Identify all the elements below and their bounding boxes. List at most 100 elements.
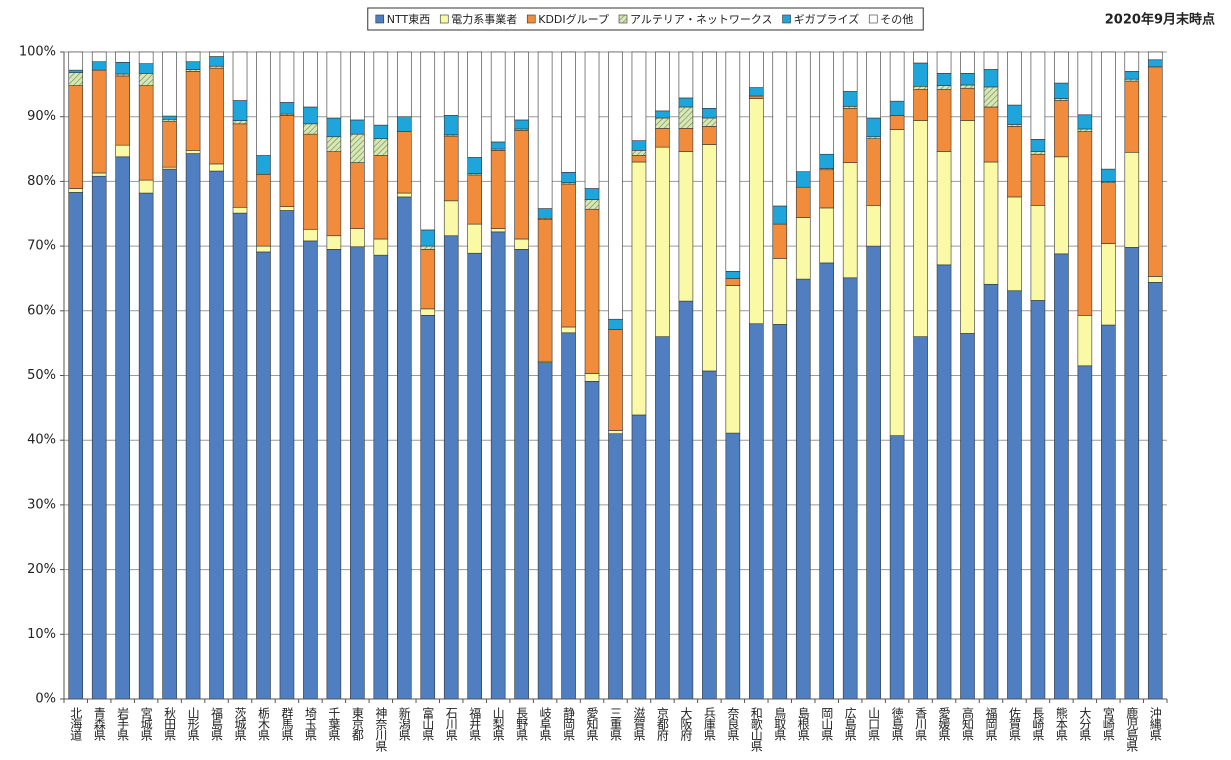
- bar-segment: [725, 278, 741, 286]
- bar-segment: [608, 51, 623, 320]
- bar-segment: [350, 51, 365, 121]
- bar-segment: [1030, 153, 1046, 206]
- bar-segment: [1101, 51, 1116, 170]
- bar-segment: [1101, 324, 1116, 700]
- bar-segment: [138, 63, 154, 74]
- bar-segment: [960, 73, 975, 86]
- bar-segment: [702, 117, 717, 127]
- x-tick-label: 山口県: [867, 707, 881, 741]
- bar-segment: [138, 51, 154, 64]
- bar-segment: [608, 329, 623, 431]
- x-tick-label: 宮城県: [139, 706, 153, 741]
- bar-segment: [1054, 82, 1069, 99]
- bar-segment: [983, 283, 999, 700]
- bar-segment: [936, 73, 952, 86]
- bar-segment: [1124, 80, 1140, 153]
- bar-segment: [396, 51, 412, 117]
- bar-segment: [795, 171, 811, 188]
- bar-segment: [91, 175, 107, 700]
- bar-segment: [537, 219, 553, 362]
- bar-segment: [514, 238, 529, 250]
- bar-segment: [1124, 51, 1140, 72]
- x-tick-label: 福井県: [468, 706, 482, 741]
- legend-swatch: [618, 14, 628, 24]
- bar-segment: [983, 106, 999, 163]
- bar-segment: [115, 156, 130, 700]
- x-tick-label: 長野県: [515, 707, 529, 741]
- bar-segment: [138, 85, 154, 181]
- bar-segment: [91, 51, 107, 63]
- bar-segment: [1054, 51, 1069, 84]
- bar-segment: [68, 192, 84, 700]
- bar-segment: [913, 51, 928, 64]
- bar-segment: [1147, 66, 1163, 277]
- bar-segment: [936, 51, 952, 74]
- bar-segment: [162, 115, 177, 120]
- y-tick-label: 20%: [27, 562, 56, 577]
- annotation: 2020年9月末時点: [1105, 12, 1215, 28]
- bar-segment: [866, 138, 881, 206]
- bar-segment: [655, 128, 670, 148]
- bar-segment: [514, 51, 529, 121]
- x-tick-label: 高知県: [961, 706, 975, 741]
- bar-segment: [279, 51, 295, 103]
- bar-segment: [1147, 282, 1163, 700]
- legend: NTT東西 電力系事業者 KDDIグループ アルテリア・ネットワークス ギガプライズ その…: [367, 7, 924, 31]
- x-tick-label: 鳥取県: [773, 706, 787, 741]
- y-tick-label: 80%: [27, 174, 56, 189]
- x-tick-label: 茨城県: [233, 707, 247, 741]
- bar-segment: [209, 170, 224, 700]
- bar-segment: [420, 308, 436, 316]
- bar-segment: [584, 373, 600, 382]
- x-tick-label: 滋賀県: [632, 707, 646, 741]
- bar-segment: [326, 51, 342, 119]
- bar-segment: [350, 246, 365, 700]
- bar-segment: [256, 51, 271, 156]
- bar-segment: [960, 84, 975, 89]
- bar-segment: [1124, 151, 1140, 248]
- bar-segment: [772, 258, 788, 325]
- bar-segment: [326, 249, 342, 700]
- bar-segment: [115, 75, 130, 146]
- bar-segment: [842, 107, 858, 163]
- bar-segment: [913, 89, 928, 121]
- bar-segment: [655, 146, 670, 337]
- bar-segment: [373, 155, 389, 240]
- bar-segment: [396, 196, 412, 700]
- bar-segment: [420, 315, 436, 700]
- bar-segment: [913, 120, 928, 337]
- bar-segment: [702, 107, 717, 119]
- bar-segment: [960, 120, 975, 334]
- bar-segment: [373, 51, 389, 126]
- bar-segment: [749, 87, 764, 97]
- bar-segment: [467, 157, 482, 174]
- legend-label: KDDIグループ: [538, 12, 609, 26]
- legend-box: [367, 7, 924, 31]
- bar-segment: [913, 85, 928, 90]
- bar-segment: [537, 208, 553, 219]
- x-tick-label: 三重県: [609, 707, 623, 741]
- bar-segment: [396, 192, 412, 198]
- x-tick-label: 山形県: [186, 707, 200, 741]
- bar-segment: [91, 172, 107, 177]
- x-tick-label: 神奈川県: [374, 707, 388, 752]
- bar-segment: [631, 161, 647, 416]
- bar-segment: [279, 210, 295, 700]
- bar-segment: [584, 199, 600, 210]
- bar-segment: [631, 51, 647, 141]
- bar-segment: [983, 161, 999, 285]
- bar-segment: [1030, 139, 1046, 152]
- bar-segment: [749, 95, 764, 99]
- bar-segment: [68, 69, 84, 74]
- bar-segment: [725, 432, 741, 700]
- x-tick-label: 徳島県: [890, 706, 904, 741]
- bar-segment: [1101, 168, 1116, 182]
- x-tick-label: 長崎県: [1031, 707, 1045, 741]
- bar-segment: [232, 123, 248, 208]
- bar-segment: [772, 324, 788, 700]
- bar-segment: [608, 433, 623, 700]
- bar-segment: [913, 62, 928, 87]
- bar-segment: [443, 200, 459, 237]
- bar-segment: [584, 188, 600, 200]
- bar-segment: [232, 100, 248, 121]
